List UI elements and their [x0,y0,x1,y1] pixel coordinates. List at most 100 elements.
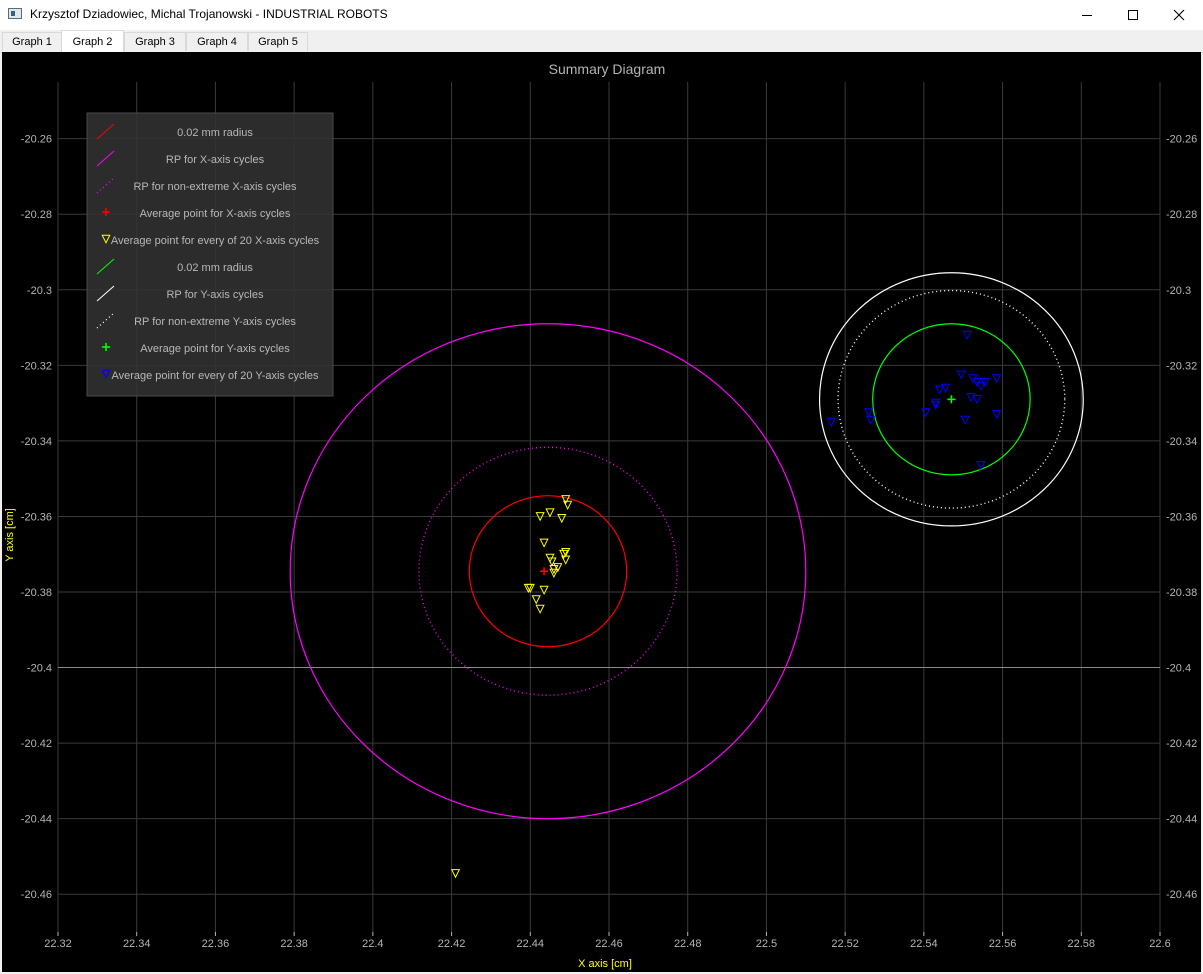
triangle-point [921,408,931,418]
legend-item: RP for non-extreme Y-axis cycles [96,312,296,329]
triangle-point [966,393,976,403]
legend-item: 0.02 mm radius [96,258,253,275]
x-tick-label: 22.52 [831,938,859,950]
x-tick-label: 22.4 [362,938,383,950]
average-point [947,395,956,404]
x-tick-label: 22.58 [1068,938,1096,950]
triangle-point [561,555,571,565]
circle-rp-for-y-axis-cycles [818,272,1084,527]
x-tick-label: 22.56 [989,938,1017,950]
plot-area[interactable]: Summary Diagram X axis [cm] Y axis [cm] … [2,52,1201,972]
triangle-point [561,495,571,505]
window-title: Krzysztof Dziadowiec, Michal Trojanowski… [30,7,388,21]
x-tick-label: 22.34 [123,938,151,950]
y-tick-label: -20.34 [21,436,52,448]
legend-item: RP for X-axis cycles [96,150,265,167]
chart-title: Summary Diagram [549,61,666,77]
x-tick-label: 22.36 [202,938,230,950]
legend-line-icon [96,150,115,167]
app-icon [8,8,22,19]
legend-item: 0.02 mm radius [96,123,253,140]
y-tick-label-right: -20.44 [1166,814,1197,826]
triangle-point [960,415,970,426]
triangle-point [545,508,555,518]
legend-label: Average point for X-axis cycles [140,208,291,220]
triangle-point [992,374,1002,384]
data-points [450,330,1002,879]
tab-graph-2[interactable]: Graph 2 [61,30,124,52]
triangle-point [561,548,571,558]
circles [289,272,1084,820]
triangle-point [535,604,545,614]
triangle-point [976,461,986,471]
minimize-icon [1082,15,1092,16]
triangle-point [972,395,982,405]
tab-graph-1[interactable]: Graph 1 [2,32,62,51]
x-tick-label: 22.54 [910,938,938,950]
y-tick-label: -20.3 [27,285,52,297]
y-tick-label: -20.38 [21,587,52,599]
x-tick-label: 22.48 [674,938,702,950]
y-tick-label-right: -20.38 [1166,587,1197,599]
triangle-point [557,514,567,524]
legend-item: Average point for Y-axis cycles [102,343,290,355]
minimize-button[interactable] [1064,0,1110,30]
y-tick-label-right: -20.26 [1166,134,1197,146]
legend-item: Average point for every of 20 X-axis cyc… [101,234,320,247]
triangle-point [547,557,557,567]
x-tick-label: 22.42 [438,938,466,950]
circle-rp-for-non-extreme-y-axis-cycles [837,289,1066,509]
legend-label: Average point for every of 20 X-axis cyc… [111,235,320,247]
circle-0-02-mm-radius [468,495,628,648]
legend-item: RP for non-extreme X-axis cycles [96,177,297,194]
maximize-icon [1128,10,1138,20]
legend-item: RP for Y-axis cycles [96,285,264,302]
legend-line-icon [96,123,115,140]
x-tick-label: 22.44 [517,938,545,950]
triangle-point [525,583,535,594]
triangle-point [992,410,1002,420]
legend-triangle-icon [101,234,111,244]
y-tick-label: -20.4 [27,663,52,675]
y-tick-label: -20.32 [21,360,52,372]
y-tick-label-right: -20.42 [1166,738,1197,750]
y-tick-label: -20.26 [21,134,52,146]
y-axis-label: Y axis [cm] [4,508,16,562]
maximize-button[interactable] [1110,0,1156,30]
triangle-point [866,415,876,426]
legend-item: Average point for every of 20 Y-axis cyc… [101,369,319,382]
y-tick-label-right: -20.34 [1166,436,1197,448]
triangle-point [976,381,986,392]
tab-graph-3[interactable]: Graph 3 [124,32,186,51]
legend-label: 0.02 mm radius [177,127,253,139]
triangle-point [826,417,836,427]
triangle-point [934,385,945,395]
tab-graph-4[interactable]: Graph 4 [186,32,248,51]
triangle-point [553,563,563,573]
circle-rp-for-x-axis-cycles [289,323,807,820]
y-tick-label-right: -20.46 [1166,889,1197,901]
triangle-point [549,568,559,579]
x-tick-label: 22.5 [756,938,777,950]
y-tick-label-right: -20.3 [1166,285,1191,297]
tab-graph-5[interactable]: Graph 5 [248,32,308,51]
circle-0-02-mm-radius [872,323,1031,476]
legend-triangle-icon [101,369,111,379]
legend-plus-icon [102,343,110,351]
triangle-point [931,398,941,409]
legend-item: Average point for X-axis cycles [102,208,291,220]
legend-label: RP for non-extreme Y-axis cycles [134,316,296,328]
x-tick-label: 22.6 [1149,938,1170,950]
legend-label: RP for Y-axis cycles [166,289,264,301]
legend-line-icon [96,258,115,275]
summary-diagram-chart[interactable]: Summary Diagram X axis [cm] Y axis [cm] … [2,52,1201,972]
close-button[interactable] [1156,0,1202,30]
legend-label: Average point for Y-axis cycles [140,343,290,355]
legend-label: 0.02 mm radius [177,262,253,274]
title-bar: Krzysztof Dziadowiec, Michal Trojanowski… [0,0,1203,30]
close-icon [1173,9,1185,21]
triangle-point [450,869,461,879]
y-tick-label: -20.46 [21,889,52,901]
y-tick-label: -20.28 [21,209,52,221]
x-axis-label: X axis [cm] [578,958,632,970]
